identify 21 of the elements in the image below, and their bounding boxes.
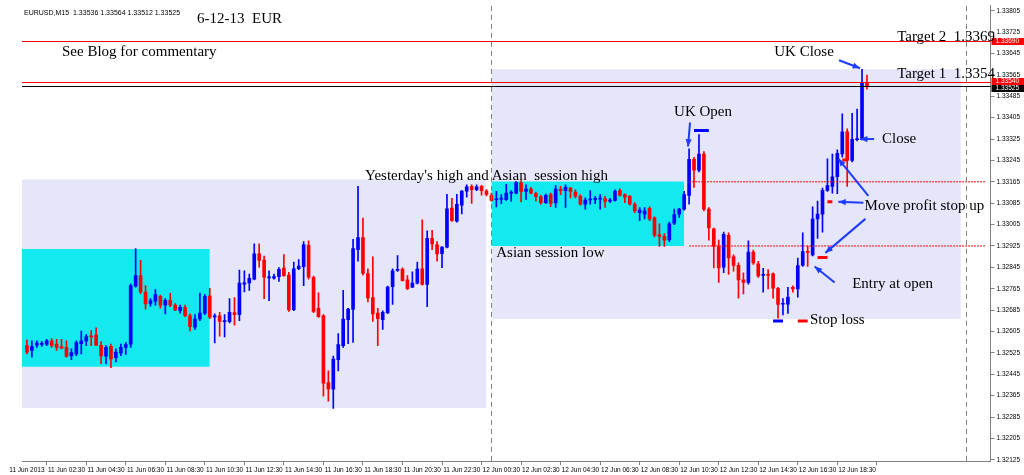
annotation: See Blog for commentary xyxy=(62,42,218,59)
candlestick xyxy=(524,184,528,200)
annotation: Yesterday's high and Asian session high xyxy=(365,167,609,184)
candlestick xyxy=(499,194,504,205)
annotation: UK Open xyxy=(674,103,733,120)
candlestick xyxy=(603,195,607,208)
candlestick xyxy=(212,313,217,344)
candlestick xyxy=(791,285,795,293)
candlestick xyxy=(79,330,84,355)
annotation: Entry at open xyxy=(852,275,934,292)
candlestick xyxy=(761,268,766,293)
chart-title: 6-12-13 EUR xyxy=(197,9,282,26)
annotation: Target 1 1.3354 xyxy=(897,65,996,82)
annotation: UK Close xyxy=(774,43,835,60)
candlestick xyxy=(198,292,202,321)
candlestick xyxy=(420,219,425,286)
annotation: Asian session low xyxy=(496,243,605,260)
annotation: Close xyxy=(882,129,917,146)
annotation: Target 2 1.3369 xyxy=(897,28,995,45)
annotation: Move profit stop up xyxy=(864,196,985,213)
annotation: Stop loss xyxy=(810,310,865,327)
